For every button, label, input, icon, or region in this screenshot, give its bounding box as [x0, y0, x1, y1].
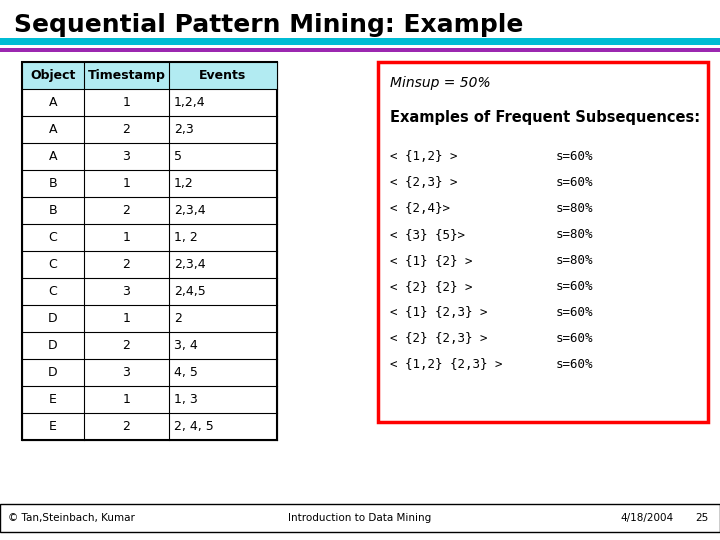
Text: Examples of Frequent Subsequences:: Examples of Frequent Subsequences: — [390, 110, 700, 125]
Text: 3: 3 — [122, 285, 130, 298]
Text: Events: Events — [199, 69, 247, 82]
Text: 1, 2: 1, 2 — [174, 231, 198, 244]
Text: s=60%: s=60% — [556, 306, 593, 319]
Text: < {2} {2} >: < {2} {2} > — [390, 280, 472, 293]
Text: 2,3,4: 2,3,4 — [174, 258, 206, 271]
Text: 1: 1 — [122, 231, 130, 244]
Text: 2: 2 — [122, 123, 130, 136]
Text: s=60%: s=60% — [556, 150, 593, 163]
Text: s=60%: s=60% — [556, 176, 593, 189]
Text: 4, 5: 4, 5 — [174, 366, 198, 379]
Bar — [22, 62, 277, 89]
Bar — [378, 62, 708, 422]
Text: s=60%: s=60% — [556, 280, 593, 293]
Text: 2,3,4: 2,3,4 — [174, 204, 206, 217]
Text: Object: Object — [30, 69, 76, 82]
Text: 1: 1 — [122, 177, 130, 190]
Text: < {2,4}>: < {2,4}> — [390, 202, 450, 215]
Text: s=80%: s=80% — [556, 228, 593, 241]
Text: Sequential Pattern Mining: Example: Sequential Pattern Mining: Example — [14, 13, 523, 37]
Text: 3: 3 — [122, 366, 130, 379]
Text: 5: 5 — [174, 150, 182, 163]
Text: 1: 1 — [122, 393, 130, 406]
Text: s=80%: s=80% — [556, 202, 593, 215]
Text: © Tan,Steinbach, Kumar: © Tan,Steinbach, Kumar — [8, 513, 135, 523]
Text: 1: 1 — [122, 96, 130, 109]
Text: D: D — [48, 339, 58, 352]
Text: 2: 2 — [174, 312, 182, 325]
Text: 4/18/2004: 4/18/2004 — [620, 513, 673, 523]
Text: < {1} {2} >: < {1} {2} > — [390, 254, 472, 267]
Text: C: C — [49, 258, 58, 271]
Text: C: C — [49, 231, 58, 244]
Text: 2: 2 — [122, 258, 130, 271]
Text: D: D — [48, 312, 58, 325]
Text: B: B — [49, 204, 58, 217]
Text: s=60%: s=60% — [556, 332, 593, 345]
Text: s=80%: s=80% — [556, 254, 593, 267]
Text: C: C — [49, 285, 58, 298]
Text: < {1,2} >: < {1,2} > — [390, 150, 457, 163]
Text: 2,3: 2,3 — [174, 123, 194, 136]
Text: 2: 2 — [122, 420, 130, 433]
Text: < {2,3} >: < {2,3} > — [390, 176, 457, 189]
Text: A: A — [49, 123, 58, 136]
Text: < {3} {5}>: < {3} {5}> — [390, 228, 465, 241]
Text: 2: 2 — [122, 339, 130, 352]
Text: < {2} {2,3} >: < {2} {2,3} > — [390, 332, 487, 345]
Text: 3, 4: 3, 4 — [174, 339, 198, 352]
Text: D: D — [48, 366, 58, 379]
Text: B: B — [49, 177, 58, 190]
Bar — [0, 48, 720, 52]
Text: < {1} {2,3} >: < {1} {2,3} > — [390, 306, 487, 319]
Text: 25: 25 — [695, 513, 708, 523]
Text: 1,2: 1,2 — [174, 177, 194, 190]
Text: Timestamp: Timestamp — [88, 69, 166, 82]
Text: 1: 1 — [122, 312, 130, 325]
Text: < {1,2} {2,3} >: < {1,2} {2,3} > — [390, 358, 503, 371]
Text: 2,4,5: 2,4,5 — [174, 285, 206, 298]
Text: Introduction to Data Mining: Introduction to Data Mining — [289, 513, 431, 523]
Text: 3: 3 — [122, 150, 130, 163]
Text: 2, 4, 5: 2, 4, 5 — [174, 420, 214, 433]
Bar — [0, 504, 720, 532]
Text: 1, 3: 1, 3 — [174, 393, 198, 406]
Text: A: A — [49, 150, 58, 163]
Text: s=60%: s=60% — [556, 358, 593, 371]
Text: E: E — [49, 393, 57, 406]
Text: Minsup = 50%: Minsup = 50% — [390, 76, 490, 90]
Bar — [22, 62, 277, 440]
Bar — [0, 38, 720, 45]
Text: E: E — [49, 420, 57, 433]
Text: 1,2,4: 1,2,4 — [174, 96, 206, 109]
Text: A: A — [49, 96, 58, 109]
Text: 2: 2 — [122, 204, 130, 217]
